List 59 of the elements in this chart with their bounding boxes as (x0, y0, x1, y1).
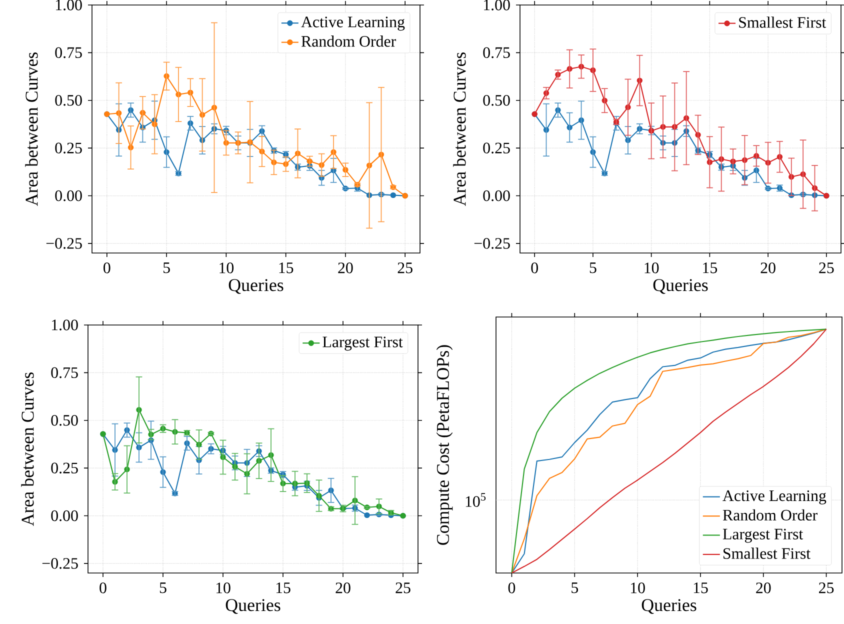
x-tick-label: 5 (163, 262, 170, 274)
legend-label: Largest First (722, 528, 804, 543)
legend-label: Random Order (722, 509, 818, 521)
x-tick-label: 25 (819, 262, 834, 274)
x-tick-label: 0 (100, 582, 106, 594)
legend-label: Largest First (322, 336, 403, 351)
legend-label: Active Learning (722, 490, 826, 504)
y-tick-label: 0.75 (483, 47, 510, 58)
y-tick-label: −0.25 (474, 238, 510, 249)
x-tick-label: 0 (104, 262, 110, 274)
y-tick-label: 0.50 (51, 414, 78, 426)
x-tick-label: 5 (590, 262, 596, 274)
legend-label: Random Order (301, 36, 396, 47)
x-tick-label: 25 (398, 262, 412, 274)
legend-label: Active Learning (301, 16, 405, 31)
y-tick-label: 1.00 (484, 0, 510, 10)
y-tick-label: 0.75 (51, 367, 78, 378)
x-tick-label: 0 (531, 262, 538, 274)
x-axis-title: Queries (228, 279, 284, 294)
x-tick-label: 20 (756, 582, 771, 594)
y-axis-title: Area between Curves (25, 52, 38, 206)
y-tick-label: 0.25 (51, 462, 78, 474)
x-axis-title: Queries (226, 599, 280, 614)
x-tick-label: 15 (703, 262, 718, 274)
x-tick-label: 15 (279, 262, 294, 274)
x-tick-label: 25 (819, 582, 834, 594)
y-tick-label: 0.00 (51, 510, 78, 522)
x-tick-label: 20 (760, 262, 776, 274)
x-axis-title: Queries (653, 279, 708, 294)
y-tick-label: 0.00 (55, 190, 82, 202)
y-tick-label: 0.25 (55, 142, 82, 154)
y-axis-title: Area between Curves (453, 52, 466, 206)
x-tick-label: 20 (338, 262, 353, 274)
y-tick-label: 0.75 (55, 47, 82, 58)
x-tick-label: 20 (336, 582, 350, 594)
y-tick-label: 1.00 (52, 320, 78, 330)
legend-label: Smallest First (724, 548, 810, 559)
x-tick-label: 10 (216, 582, 230, 594)
x-tick-label: 15 (694, 582, 708, 594)
x-tick-label: 15 (276, 582, 290, 594)
y-tick-label: 1.00 (56, 0, 82, 10)
x-tick-label: 25 (396, 582, 410, 594)
x-tick-label: 0 (508, 582, 516, 594)
x-tick-label: 10 (630, 582, 645, 594)
y-tick-label: −0.25 (46, 238, 82, 249)
y-tick-label: 0.50 (55, 94, 82, 106)
x-axis-title: Queries (642, 599, 696, 614)
legend-label: Smallest First (739, 16, 826, 28)
x-tick-label: 10 (220, 262, 234, 274)
y-tick-label: 0.50 (483, 94, 510, 106)
x-tick-label: 10 (644, 262, 659, 274)
y-tick-label: 0.00 (483, 190, 510, 202)
text: 10$^{5}$ (466, 493, 486, 507)
y-tick-label: 0.25 (483, 142, 510, 154)
x-tick-label: 5 (160, 582, 166, 594)
y-axis-title: Area between Curves (21, 372, 34, 526)
y-tick-label: −0.25 (42, 558, 78, 569)
y-axis-title: Compute Cost (PetaFLOPs) (436, 345, 453, 545)
x-tick-label: 5 (572, 582, 578, 594)
